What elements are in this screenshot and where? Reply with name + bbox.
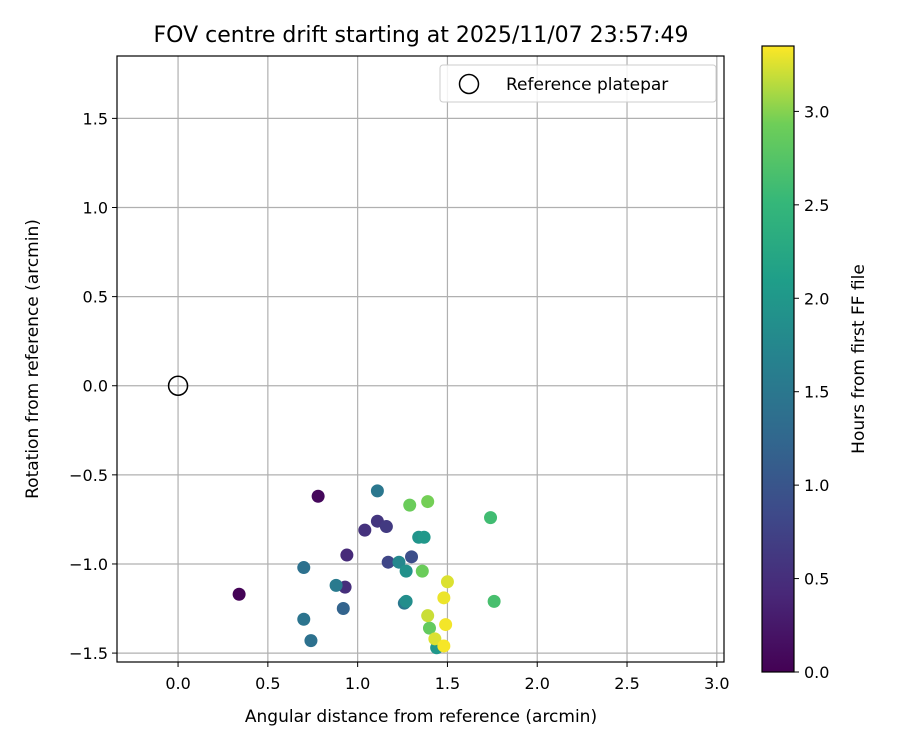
data-point xyxy=(370,484,384,498)
data-point xyxy=(399,594,413,608)
plot-frame xyxy=(116,55,725,663)
y-tick-label: 0.0 xyxy=(83,377,108,396)
data-point xyxy=(329,578,343,592)
colorbar-tick-label: 0.5 xyxy=(804,570,829,589)
y-tick-label: 1.0 xyxy=(83,199,108,218)
colorbar-tick-label: 2.0 xyxy=(804,289,829,308)
y-axis-ticks: −1.5 −1.0 −0.5 0.0 0.5 1.0 1.5 xyxy=(69,109,117,663)
colorbar-tick-label: 1.0 xyxy=(804,476,829,495)
legend-box xyxy=(439,64,717,103)
legend-marker-icon xyxy=(458,73,480,95)
data-point xyxy=(340,548,354,562)
data-point xyxy=(484,511,498,525)
colorbar-ticks: 0.0 0.5 1.0 1.5 2.0 2.5 3.0 xyxy=(794,102,829,682)
data-point xyxy=(487,594,501,608)
scatter-points xyxy=(232,484,501,655)
x-tick-label: 1.0 xyxy=(345,674,370,693)
data-point xyxy=(381,555,395,569)
x-tick-label: 2.5 xyxy=(614,674,639,693)
chart-title: FOV centre drift starting at 2025/11/07 … xyxy=(154,23,689,48)
x-axis-label: Angular distance from reference (arcmin) xyxy=(245,707,597,727)
data-point xyxy=(311,489,325,503)
data-point xyxy=(417,530,431,544)
data-point xyxy=(440,575,454,589)
data-point xyxy=(415,564,429,578)
colorbar: 0.0 0.5 1.0 1.5 2.0 2.5 3.0 Hours from first F… xyxy=(761,45,869,682)
data-point xyxy=(421,609,435,623)
data-point xyxy=(428,632,442,646)
colorbar-tick-label: 0.0 xyxy=(804,663,829,682)
data-point xyxy=(297,561,311,575)
colorbar-tick-label: 3.0 xyxy=(804,102,829,121)
colorbar-gradient xyxy=(761,45,795,673)
y-tick-label: −0.5 xyxy=(69,466,108,485)
x-tick-label: 0.5 xyxy=(255,674,280,693)
data-point xyxy=(403,498,417,512)
x-axis-ticks: 0.0 0.5 1.0 1.5 2.0 2.5 3.0 xyxy=(165,662,730,693)
grid-lines xyxy=(117,56,724,662)
data-point xyxy=(405,550,419,564)
x-tick-label: 0.0 xyxy=(165,674,190,693)
x-tick-label: 2.0 xyxy=(525,674,550,693)
data-point xyxy=(422,621,436,635)
y-tick-label: 0.5 xyxy=(83,288,108,307)
data-point xyxy=(358,523,372,537)
y-tick-label: −1.0 xyxy=(69,555,108,574)
data-point xyxy=(297,612,311,626)
reference-point-marker xyxy=(167,375,189,396)
x-tick-label: 1.5 xyxy=(435,674,460,693)
x-tick-label: 3.0 xyxy=(704,674,729,693)
legend-label: Reference platepar xyxy=(506,75,668,95)
legend: Reference platepar xyxy=(439,64,717,103)
colorbar-tick-label: 1.5 xyxy=(804,383,829,402)
data-point xyxy=(439,618,453,632)
colorbar-tick-label: 2.5 xyxy=(804,196,829,215)
data-point xyxy=(336,602,350,616)
data-point xyxy=(421,495,435,509)
y-axis-label: Rotation from reference (arcmin) xyxy=(23,219,43,499)
data-point xyxy=(379,520,393,534)
data-point xyxy=(304,634,318,648)
data-point xyxy=(392,555,406,569)
data-point xyxy=(232,587,246,601)
y-tick-label: 1.5 xyxy=(83,109,108,128)
y-tick-label: −1.5 xyxy=(69,644,108,663)
data-point xyxy=(437,639,451,653)
data-point xyxy=(437,591,451,605)
data-point xyxy=(399,564,413,578)
colorbar-label: Hours from first FF file xyxy=(849,264,869,454)
